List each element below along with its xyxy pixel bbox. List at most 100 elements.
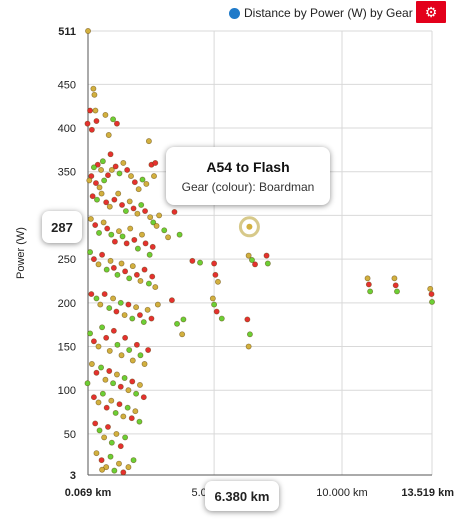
data-point [176, 231, 183, 238]
data-point [86, 177, 93, 184]
data-point [144, 306, 151, 313]
data-point [125, 301, 132, 308]
data-point [107, 257, 114, 264]
settings-button[interactable]: ⚙ [416, 1, 446, 23]
data-point [96, 184, 103, 191]
data-point [149, 273, 156, 280]
highlight-dot [246, 223, 253, 230]
data-point [130, 457, 137, 464]
data-point [116, 228, 122, 235]
data-point [130, 205, 137, 212]
data-point [126, 275, 133, 282]
data-point [98, 190, 105, 197]
data-point [100, 219, 107, 226]
data-point [95, 261, 102, 268]
data-point [264, 260, 271, 267]
data-point [101, 177, 108, 184]
data-point [124, 167, 131, 173]
data-point [129, 263, 136, 270]
data-point [90, 164, 97, 171]
chart-legend[interactable]: Distance by Power (W) by Gear [229, 6, 413, 20]
data-point [212, 271, 219, 278]
data-point [99, 251, 106, 258]
data-point [133, 390, 140, 397]
y-axis-label: Power (W) [15, 227, 27, 279]
highlighted-point [238, 216, 260, 238]
data-point [117, 299, 124, 306]
data-point [174, 320, 180, 327]
data-point [110, 327, 117, 334]
chart-axes [87, 29, 432, 476]
data-point [98, 167, 105, 173]
data-point [95, 343, 102, 350]
point-tooltip: A54 to Flash Gear (colour): Boardman [166, 147, 330, 205]
data-point [92, 107, 99, 114]
y-cursor-value: 287 [51, 219, 73, 235]
data-point [87, 330, 94, 337]
data-point [135, 186, 142, 193]
data-point [110, 295, 117, 302]
data-point [146, 251, 153, 258]
data-point [118, 260, 125, 267]
data-point [90, 338, 97, 345]
data-point [132, 408, 139, 415]
data-point [104, 225, 111, 232]
data-point [87, 107, 94, 114]
y-tick-label: 3 [70, 470, 76, 482]
x-cursor-value: 6.380 km [214, 488, 270, 504]
data-point [96, 229, 102, 236]
data-point [131, 179, 138, 186]
data-point [145, 138, 152, 145]
data-point [117, 383, 124, 390]
y-tick-label: 50 [64, 429, 76, 441]
data-point [122, 268, 129, 275]
data-point [106, 347, 113, 354]
data-point [209, 295, 216, 302]
data-point [120, 469, 127, 476]
data-point [127, 225, 134, 232]
y-tick-label: 511 [58, 26, 76, 38]
data-point [151, 173, 157, 180]
data-point [168, 297, 175, 304]
x-tick-label: 0.069 km [65, 487, 112, 499]
data-point [156, 212, 163, 219]
data-point [103, 464, 110, 471]
data-point [113, 308, 120, 315]
data-point [145, 347, 152, 353]
y-tick-label: 200 [58, 298, 76, 310]
data-point [365, 281, 372, 288]
data-point [112, 163, 119, 170]
data-point [120, 160, 127, 166]
data-point [91, 91, 98, 98]
data-point [123, 240, 130, 247]
data-point [139, 176, 146, 183]
data-point [122, 434, 129, 441]
data-point [107, 151, 114, 158]
y-cursor-label: 287 [42, 211, 82, 243]
data-point [148, 315, 155, 322]
data-point [215, 278, 221, 285]
legend-dot [229, 7, 240, 19]
data-point [121, 375, 128, 381]
data-point [111, 467, 118, 474]
data-point [391, 275, 398, 282]
data-point [189, 257, 196, 264]
data-point [179, 331, 186, 338]
data-point [131, 236, 138, 243]
data-point [140, 319, 147, 325]
data-point [110, 264, 117, 271]
data-point [129, 378, 136, 385]
data-point [136, 312, 143, 319]
data-point [106, 305, 113, 312]
data-point [211, 301, 218, 308]
data-point [142, 240, 149, 247]
y-tick-label: 450 [58, 79, 76, 91]
data-point [134, 210, 141, 217]
data-point [108, 167, 115, 173]
data-point [88, 126, 95, 133]
data-point [141, 361, 148, 367]
gear-icon: ⚙ [424, 3, 438, 20]
data-point [92, 222, 99, 228]
data-point [120, 413, 127, 420]
